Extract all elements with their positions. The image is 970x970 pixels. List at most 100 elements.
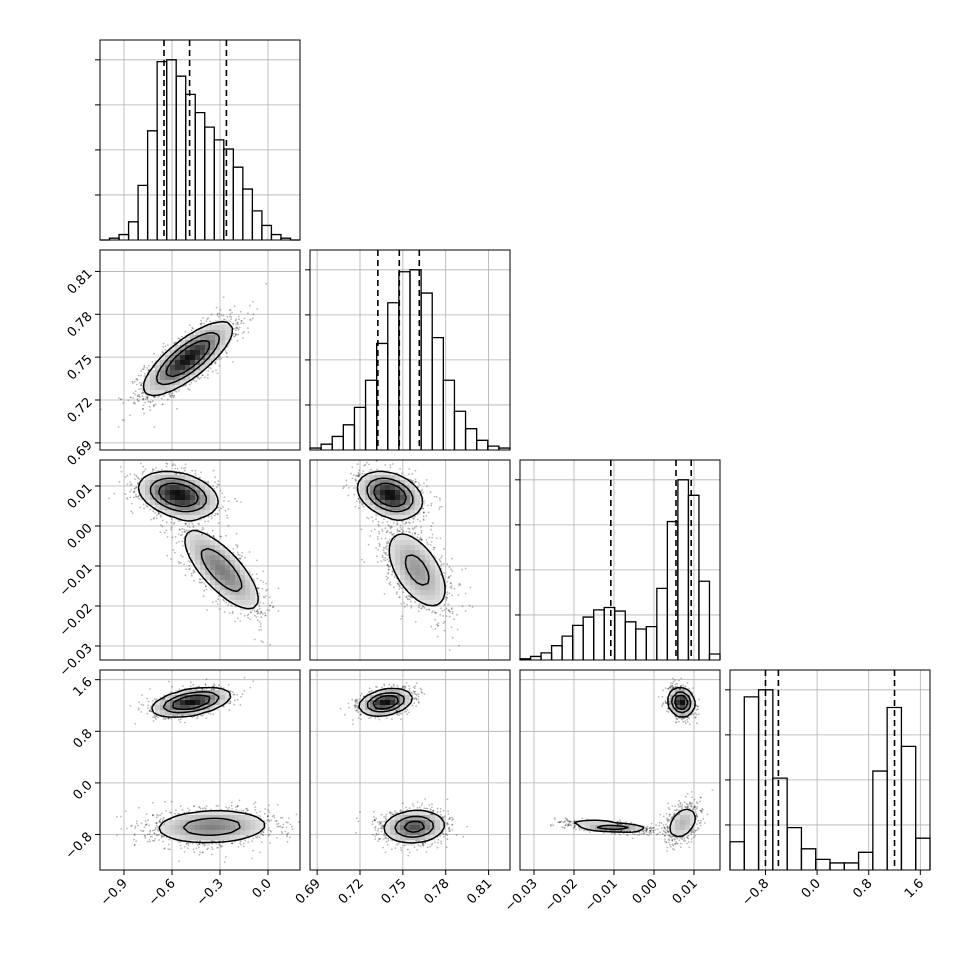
sample-point (148, 833, 151, 836)
sample-point (390, 525, 392, 528)
density-cell (415, 820, 421, 826)
sample-point (408, 473, 410, 475)
sample-point (152, 839, 154, 842)
sample-point (415, 705, 417, 707)
sample-point (241, 693, 244, 695)
sample-point (169, 811, 171, 814)
sample-point (395, 593, 398, 595)
sample-point (357, 717, 360, 719)
sample-point (367, 517, 370, 520)
sample-point (697, 705, 699, 708)
sample-point (389, 464, 392, 466)
sample-point (149, 840, 152, 843)
density-cell (215, 700, 221, 706)
sample-point (445, 607, 448, 610)
density-cell (145, 385, 151, 391)
density-cell (405, 480, 411, 486)
sample-point (670, 836, 673, 839)
sample-point (185, 568, 188, 571)
sample-point (689, 802, 692, 804)
density-cell (175, 505, 181, 511)
sample-point (166, 463, 169, 465)
sample-point (374, 819, 376, 822)
sample-point (214, 476, 217, 479)
sample-point (671, 838, 674, 841)
density-cell (210, 705, 216, 711)
sample-point (443, 609, 446, 611)
density-cell (220, 330, 226, 336)
sample-point (446, 591, 449, 593)
sample-point (384, 527, 387, 530)
sample-point (229, 701, 232, 704)
density-cell (230, 820, 236, 826)
sample-point (207, 520, 210, 523)
density-cell (225, 810, 231, 816)
density-cell (425, 600, 431, 606)
sample-point (562, 826, 565, 829)
sample-point (163, 395, 165, 397)
contour-level (573, 686, 697, 838)
sample-point (170, 521, 173, 524)
histogram-bar (137, 184, 149, 240)
sample-point (632, 833, 634, 835)
sample-point (284, 830, 287, 833)
density-cell (435, 595, 441, 601)
sample-point (400, 528, 403, 531)
sample-point (155, 824, 158, 827)
sample-point (201, 526, 204, 529)
sample-point (153, 396, 156, 398)
density-cell (405, 825, 411, 831)
sample-point (352, 719, 354, 721)
sample-point (126, 497, 128, 499)
sample-point (218, 844, 221, 846)
sample-point (203, 843, 205, 846)
sample-point (404, 686, 407, 689)
sample-point (648, 831, 651, 834)
density-cell (170, 470, 176, 476)
density-cell (170, 355, 176, 361)
sample-point (431, 842, 434, 845)
xtick-label: 0.69 (293, 876, 324, 907)
sample-point (285, 821, 288, 824)
sample-point (377, 827, 380, 830)
sample-point (140, 711, 143, 713)
sample-point (667, 819, 669, 821)
sample-point (679, 685, 682, 687)
sample-point (242, 809, 245, 812)
density-cell (230, 570, 236, 576)
sample-point (377, 829, 379, 832)
sample-point (436, 846, 439, 849)
density-cell (420, 820, 426, 826)
sample-point (177, 520, 180, 522)
density-cell (220, 320, 226, 326)
sample-point (438, 558, 441, 561)
sample-point (254, 835, 257, 838)
sample-point (447, 813, 450, 815)
sample-point (153, 832, 156, 835)
sample-point (409, 531, 411, 534)
sample-point (205, 805, 208, 808)
sample-point (695, 704, 698, 707)
density-cell (405, 580, 411, 586)
sample-point (260, 623, 262, 625)
sample-point (141, 395, 144, 398)
sample-point (389, 581, 392, 584)
sample-point (695, 814, 698, 817)
density-cell (430, 575, 436, 581)
sample-point (181, 533, 183, 536)
density-cell (160, 475, 166, 481)
sample-point (685, 802, 688, 805)
sample-point (675, 842, 678, 845)
density-cell (195, 565, 201, 571)
sample-point (414, 515, 416, 518)
sample-point (145, 396, 148, 398)
density-cell (200, 825, 206, 831)
density-cell (415, 835, 421, 841)
density-cell (390, 825, 396, 831)
density-cell (195, 540, 201, 546)
sample-point (257, 612, 259, 615)
sample-point (380, 827, 383, 829)
density-cell (175, 510, 181, 516)
sample-point (646, 833, 648, 836)
sample-point (439, 559, 441, 562)
